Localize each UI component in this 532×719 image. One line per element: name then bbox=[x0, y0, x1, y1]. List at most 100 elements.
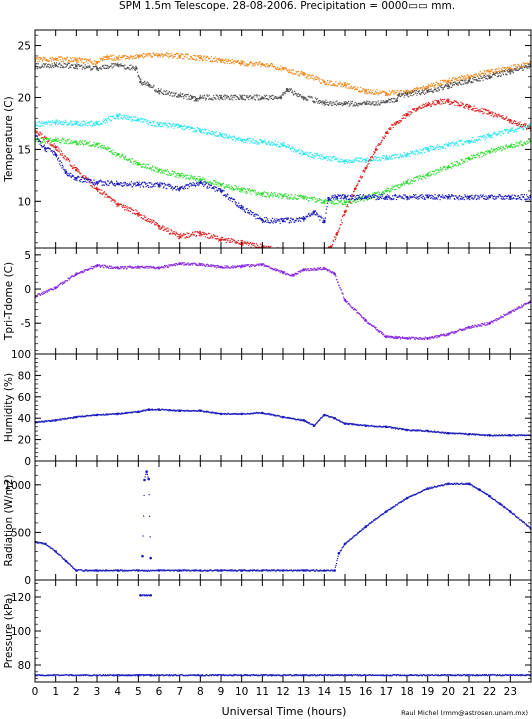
trace-dot bbox=[365, 103, 367, 106]
trace-dot bbox=[129, 56, 131, 58]
trace-dot bbox=[36, 130, 38, 133]
trace-dot bbox=[454, 78, 456, 81]
trace-dot bbox=[371, 155, 373, 157]
trace-dot bbox=[246, 192, 248, 194]
trace-dot bbox=[206, 234, 208, 236]
trace-dot bbox=[290, 197, 292, 199]
trace-dot bbox=[75, 177, 77, 179]
trace-dot bbox=[80, 58, 82, 60]
trace-dot bbox=[73, 123, 75, 125]
trace-dot bbox=[128, 68, 130, 70]
trace-dot bbox=[447, 143, 449, 146]
trace-dot bbox=[222, 182, 225, 184]
trace-dot bbox=[184, 237, 186, 239]
trace-dot bbox=[326, 249, 327, 250]
trace-dot bbox=[382, 100, 384, 102]
trace-dot bbox=[168, 228, 170, 230]
trace-dot bbox=[163, 90, 166, 92]
trace-dot bbox=[474, 139, 476, 141]
trace-dot bbox=[372, 153, 374, 155]
trace-dot bbox=[226, 186, 228, 188]
trace-dot bbox=[322, 154, 324, 156]
trace-dot bbox=[488, 73, 490, 75]
trace-dot bbox=[360, 196, 362, 198]
trace-dot bbox=[506, 116, 508, 118]
trace-dot bbox=[517, 145, 519, 147]
trace-dot bbox=[368, 101, 371, 103]
trace-dot bbox=[55, 121, 58, 123]
trace-dot bbox=[200, 180, 202, 182]
trace-dot bbox=[156, 223, 158, 225]
trace-dot bbox=[110, 181, 112, 183]
trace-dot bbox=[464, 141, 466, 143]
trace-dot bbox=[173, 127, 175, 129]
trace-dot bbox=[289, 196, 291, 198]
trace-dot bbox=[49, 66, 51, 68]
trace-dot bbox=[173, 55, 175, 58]
trace-dot bbox=[433, 86, 435, 88]
trace-dot bbox=[370, 89, 372, 91]
trace-dot bbox=[392, 91, 394, 93]
trace-dot bbox=[189, 182, 191, 184]
trace-dot bbox=[134, 57, 136, 59]
trace-dot bbox=[156, 53, 158, 55]
trace-dot bbox=[467, 77, 469, 79]
trace-dot bbox=[422, 85, 425, 87]
trace-dot bbox=[271, 63, 274, 65]
trace-dot bbox=[146, 122, 148, 124]
trace-dot bbox=[529, 60, 531, 62]
trace-dot bbox=[495, 72, 497, 74]
trace-dot bbox=[187, 54, 189, 56]
trace-dot bbox=[418, 175, 420, 177]
trace-dot bbox=[207, 187, 209, 189]
trace-dot bbox=[253, 63, 255, 65]
trace-dot bbox=[453, 144, 455, 146]
trace-dot bbox=[484, 109, 486, 111]
trace-dot bbox=[304, 98, 306, 100]
trace-dot bbox=[525, 62, 527, 65]
trace-dot bbox=[196, 59, 198, 61]
trace-dot bbox=[337, 82, 339, 84]
trace-dot bbox=[525, 64, 527, 67]
trace-dot bbox=[360, 86, 362, 88]
trace-dot bbox=[485, 77, 487, 79]
trace-dot bbox=[59, 163, 61, 165]
trace-dot bbox=[373, 152, 376, 154]
trace-dot bbox=[265, 245, 268, 248]
trace-dot bbox=[69, 122, 71, 124]
data-point bbox=[327, 196, 330, 200]
trace-dot bbox=[369, 102, 371, 104]
trace-dot bbox=[85, 66, 87, 68]
trace-dot bbox=[437, 90, 439, 92]
trace-dot bbox=[244, 139, 246, 142]
trace-dot bbox=[241, 98, 243, 101]
trace-dot bbox=[68, 174, 70, 177]
trace-dot bbox=[256, 96, 258, 98]
trace-dot bbox=[263, 191, 265, 193]
trace-dot bbox=[113, 57, 115, 59]
trace-dot bbox=[302, 151, 304, 153]
trace-dot bbox=[442, 84, 444, 86]
trace-dot bbox=[107, 180, 109, 182]
trace-dot bbox=[105, 58, 107, 60]
trace-dot bbox=[134, 183, 136, 185]
trace-dot bbox=[362, 199, 364, 201]
trace-dot bbox=[402, 184, 404, 186]
trace-dot bbox=[427, 88, 429, 90]
trace-dot bbox=[136, 119, 138, 121]
trace-dot bbox=[161, 183, 163, 185]
trace-dot bbox=[353, 103, 355, 105]
trace-dot bbox=[501, 70, 503, 72]
trace-dot bbox=[319, 100, 321, 102]
trace-dot bbox=[63, 156, 65, 158]
trace-dot bbox=[417, 90, 419, 92]
trace-dot bbox=[314, 201, 316, 203]
trace-dot bbox=[309, 155, 311, 157]
trace-dot bbox=[192, 184, 194, 186]
trace-dot bbox=[495, 148, 497, 150]
trace-dot bbox=[280, 251, 281, 252]
trace-dot bbox=[127, 207, 129, 209]
trace-dot bbox=[497, 131, 500, 133]
trace-dot bbox=[82, 175, 84, 177]
